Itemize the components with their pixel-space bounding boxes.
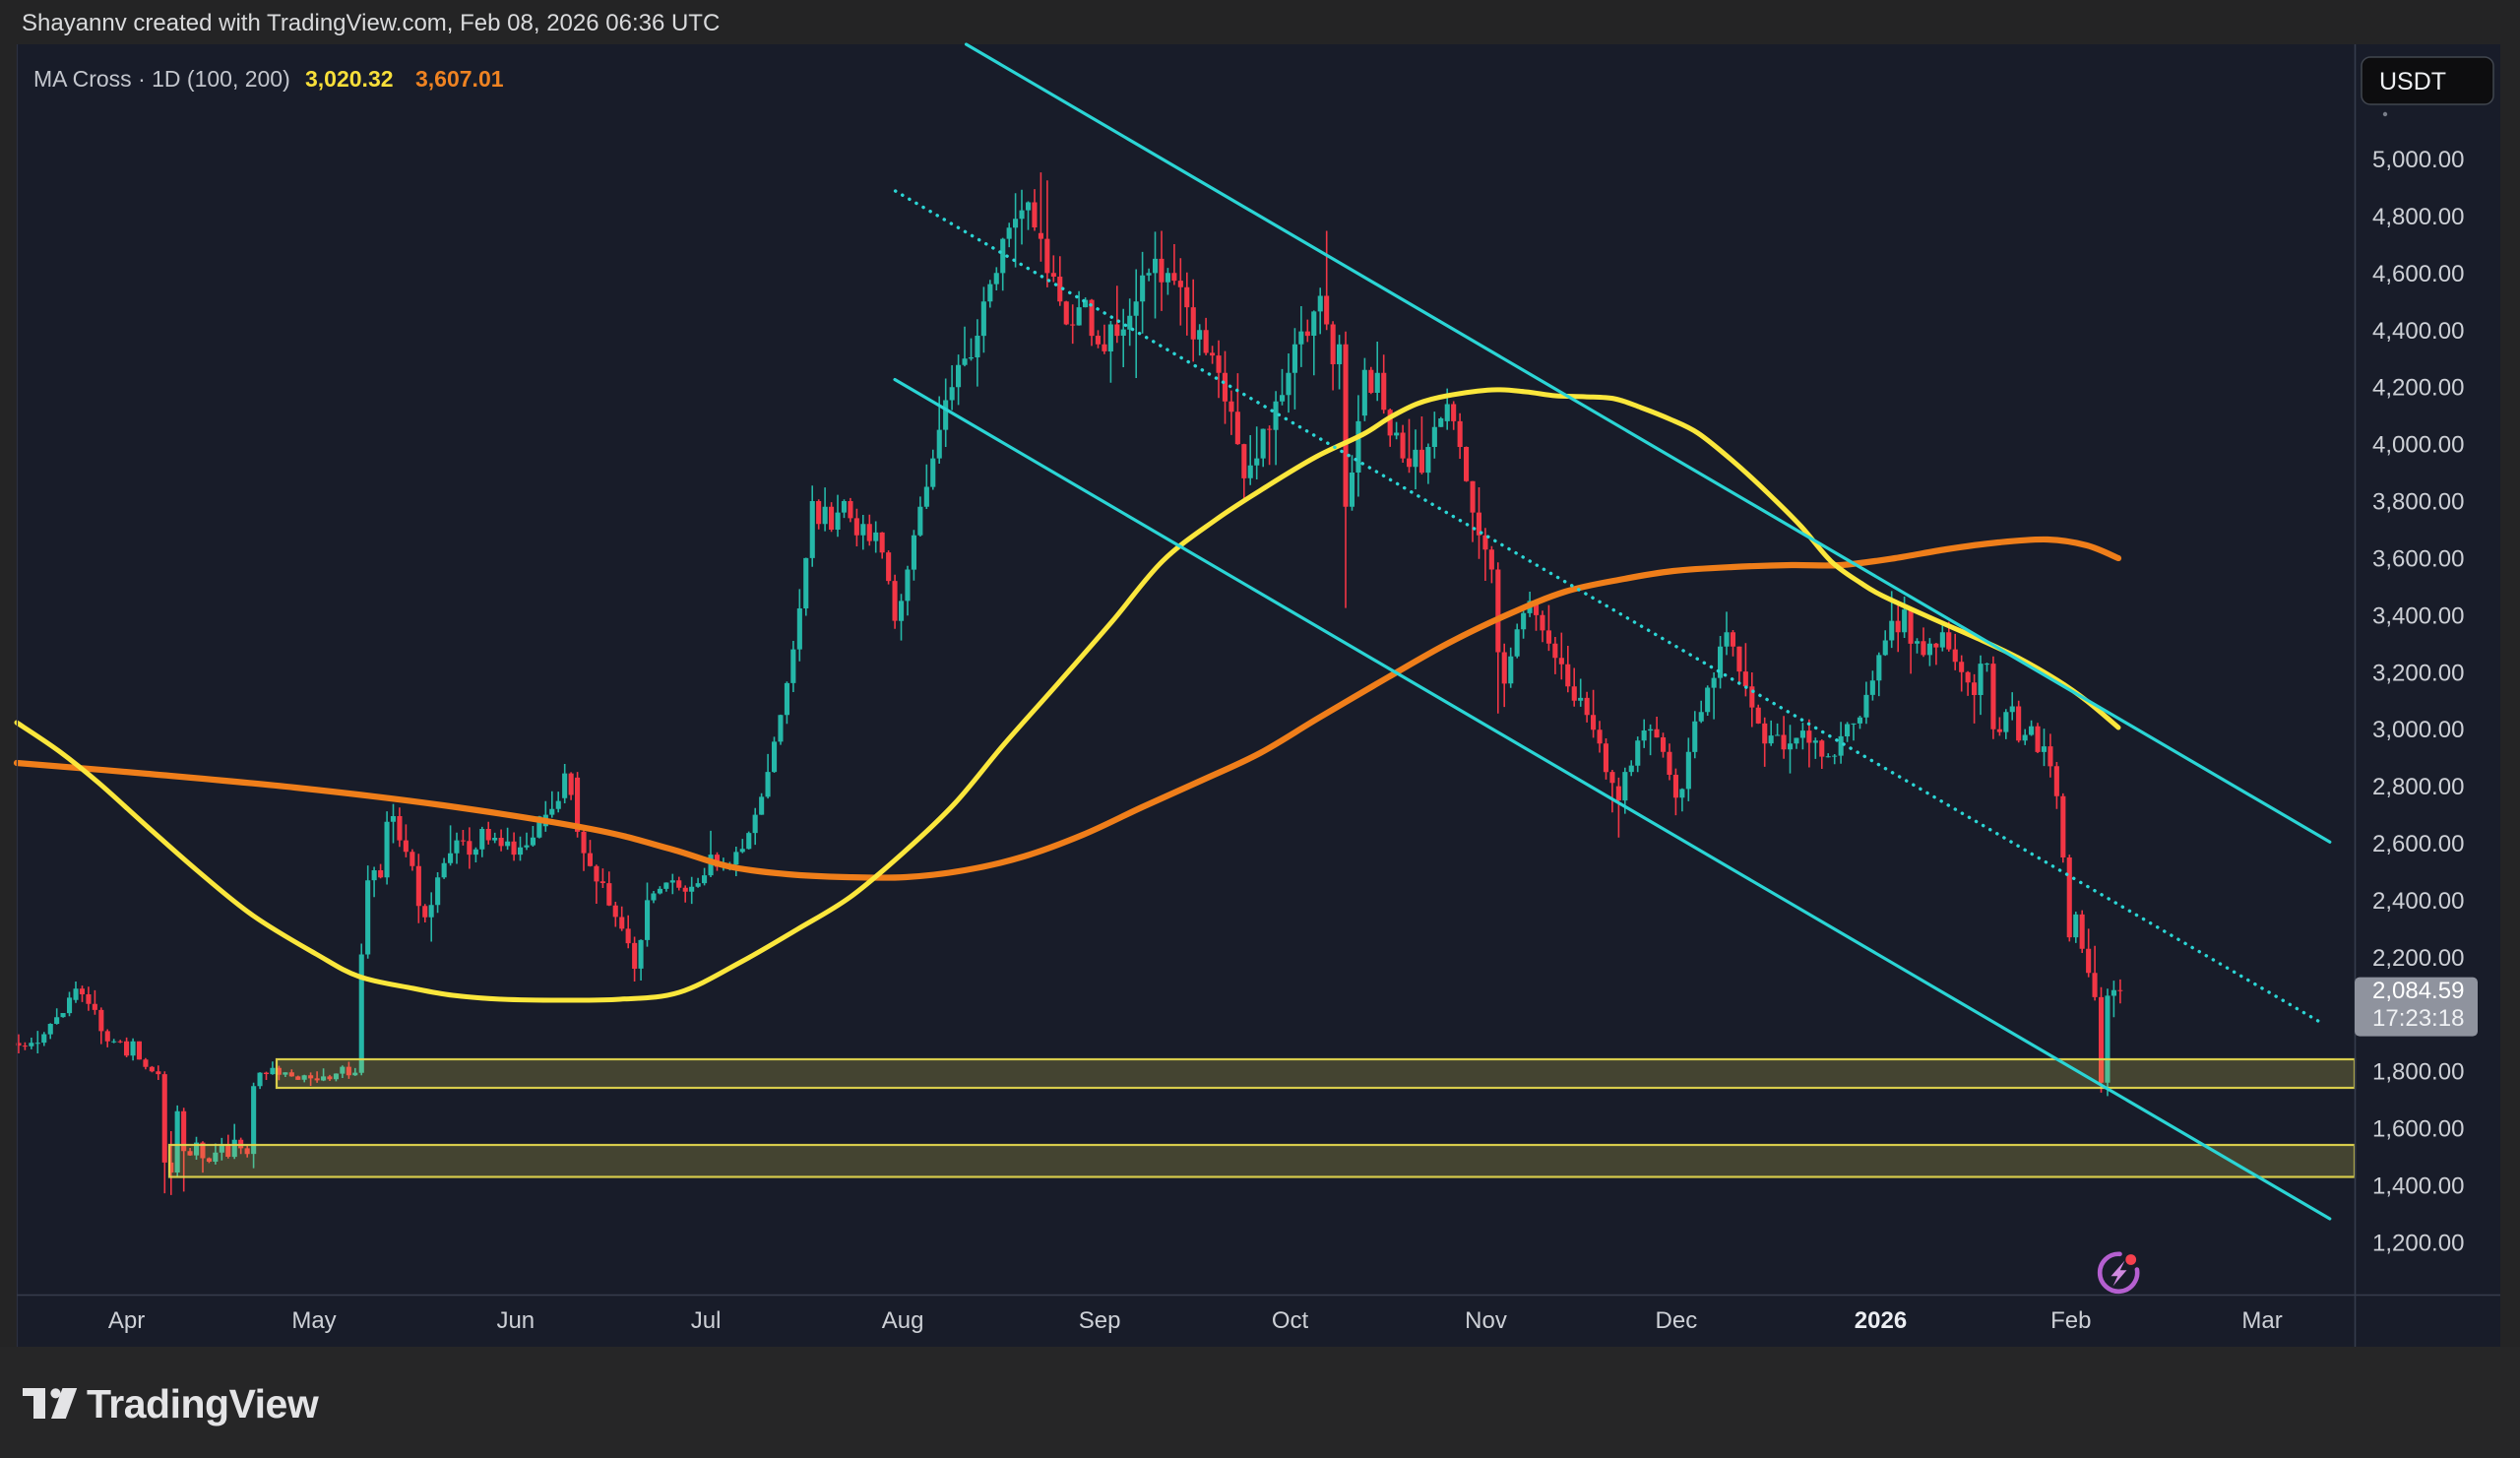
- svg-text:3,200.00: 3,200.00: [2372, 660, 2464, 686]
- svg-text:4,800.00: 4,800.00: [2372, 204, 2464, 230]
- svg-text:May: May: [291, 1307, 336, 1334]
- svg-text:2026: 2026: [1855, 1307, 1907, 1334]
- svg-text:Jun: Jun: [496, 1307, 535, 1334]
- svg-text:TradingView: TradingView: [87, 1381, 319, 1426]
- svg-text:4,200.00: 4,200.00: [2372, 375, 2464, 402]
- svg-text:3,400.00: 3,400.00: [2372, 602, 2464, 629]
- svg-text:4,600.00: 4,600.00: [2372, 261, 2464, 287]
- svg-text:4,000.00: 4,000.00: [2372, 432, 2464, 459]
- svg-text:Oct: Oct: [1272, 1307, 1309, 1334]
- svg-text:1,800.00: 1,800.00: [2372, 1059, 2464, 1086]
- svg-text:3,020.32: 3,020.32: [305, 66, 394, 92]
- svg-text:Feb: Feb: [2050, 1307, 2091, 1334]
- svg-text:3,800.00: 3,800.00: [2372, 489, 2464, 516]
- svg-text:Jul: Jul: [691, 1307, 722, 1334]
- svg-text:Shayannv created with TradingV: Shayannv created with TradingView.com, F…: [22, 10, 720, 36]
- svg-text:2,800.00: 2,800.00: [2372, 774, 2464, 800]
- svg-text:3,600.00: 3,600.00: [2372, 545, 2464, 572]
- svg-text:2,400.00: 2,400.00: [2372, 888, 2464, 915]
- svg-text:5,000.00: 5,000.00: [2372, 147, 2464, 173]
- svg-text:4,400.00: 4,400.00: [2372, 318, 2464, 345]
- svg-text:Nov: Nov: [1465, 1307, 1507, 1334]
- svg-text:1,600.00: 1,600.00: [2372, 1116, 2464, 1143]
- svg-text:3,000.00: 3,000.00: [2372, 717, 2464, 743]
- svg-text:Sep: Sep: [1079, 1307, 1121, 1334]
- svg-text:USDT: USDT: [2379, 68, 2446, 95]
- svg-text:2,084.59: 2,084.59: [2372, 978, 2464, 1004]
- svg-text:2,200.00: 2,200.00: [2372, 945, 2464, 972]
- svg-text:MA Cross · 1D (100, 200): MA Cross · 1D (100, 200): [33, 66, 290, 92]
- svg-text:Aug: Aug: [882, 1307, 924, 1334]
- svg-text:1,400.00: 1,400.00: [2372, 1173, 2464, 1200]
- svg-text:17:23:18: 17:23:18: [2372, 1005, 2464, 1032]
- svg-text:3,607.01: 3,607.01: [415, 66, 504, 92]
- svg-text:1,200.00: 1,200.00: [2372, 1230, 2464, 1256]
- svg-text:Dec: Dec: [1656, 1307, 1698, 1334]
- svg-text:Apr: Apr: [108, 1307, 145, 1334]
- svg-text:2,600.00: 2,600.00: [2372, 831, 2464, 857]
- svg-text:Mar: Mar: [2241, 1307, 2282, 1334]
